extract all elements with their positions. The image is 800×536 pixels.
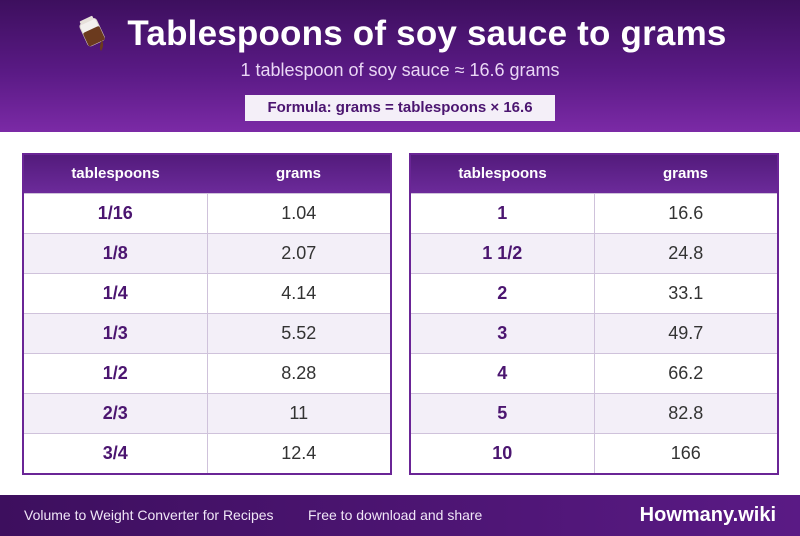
column-header-grams: grams [275, 165, 322, 182]
table-row: 1/3 5.52 [24, 313, 390, 353]
footer-bar: Volume to Weight Converter for Recipes F… [0, 495, 800, 536]
brand-logo-text[interactable]: Howmany.wiki [639, 504, 776, 526]
table-header: tablespoons grams [411, 155, 777, 193]
tablespoons-cell: 2 [411, 274, 595, 313]
tablespoons-cell: 1/2 [24, 354, 208, 393]
grams-cell: 8.28 [281, 363, 317, 383]
grams-cell: 49.7 [668, 323, 704, 343]
table-row: 1 16.6 [411, 193, 777, 233]
table-row: 10 166 [411, 433, 777, 473]
table-row: 1 1/2 24.8 [411, 233, 777, 273]
grams-cell: 82.8 [668, 403, 704, 423]
table-row: 1/2 8.28 [24, 353, 390, 393]
title-row: Tablespoons of soy sauce to grams [0, 12, 800, 56]
grams-cell: 33.1 [668, 283, 704, 303]
column-header-tablespoons: tablespoons [458, 165, 547, 182]
column-header-grams: grams [662, 165, 709, 182]
table-row: 1/8 2.07 [24, 233, 390, 273]
table-row: 2/3 11 [24, 393, 390, 433]
column-header-tablespoons: tablespoons [71, 165, 160, 182]
page-title: Tablespoons of soy sauce to grams [127, 14, 727, 53]
grams-cell: 12.4 [281, 443, 317, 463]
grams-cell: 2.07 [281, 243, 317, 263]
tablespoons-cell: 5 [411, 394, 595, 433]
conversion-table-right: tablespoons grams 1 16.6 1 1/2 24.8 2 33… [409, 153, 779, 475]
soy-sauce-bottle-icon [79, 15, 106, 51]
table-row: 1/4 4.14 [24, 273, 390, 313]
tablespoons-cell: 3 [411, 314, 595, 353]
grams-cell: 16.6 [668, 203, 704, 223]
tablespoons-cell: 1/16 [24, 194, 208, 233]
grams-cell: 4.14 [281, 283, 317, 303]
grams-cell: 24.8 [668, 243, 704, 263]
header-banner: Tablespoons of soy sauce to grams 1 tabl… [0, 0, 800, 132]
tablespoons-cell: 3/4 [24, 434, 208, 473]
tablespoons-cell: 1/8 [24, 234, 208, 273]
conversion-table-left: tablespoons grams 1/16 1.04 1/8 2.07 1/4… [22, 153, 392, 475]
grams-cell: 5.52 [281, 323, 317, 343]
grams-cell: 66.2 [668, 363, 704, 383]
grams-cell: 166 [670, 443, 701, 463]
table-row: 5 82.8 [411, 393, 777, 433]
tablespoons-cell: 2/3 [24, 394, 208, 433]
table-row: 1/16 1.04 [24, 193, 390, 233]
footer-tagline: Volume to Weight Converter for Recipes [24, 507, 274, 523]
tablespoons-cell: 1 [411, 194, 595, 233]
tablespoons-cell: 4 [411, 354, 595, 393]
grams-cell: 11 [289, 403, 309, 423]
table-row: 3/4 12.4 [24, 433, 390, 473]
footer-note: Free to download and share [308, 507, 483, 523]
tablespoons-cell: 10 [411, 434, 595, 473]
formula-badge: Formula: grams = tablespoons × 16.6 [245, 95, 555, 121]
table-header: tablespoons grams [24, 155, 390, 193]
table-row: 2 33.1 [411, 273, 777, 313]
tablespoons-cell: 1/4 [24, 274, 208, 313]
tablespoons-cell: 1 1/2 [411, 234, 595, 273]
tablespoons-cell: 1/3 [24, 314, 208, 353]
grams-cell: 1.04 [281, 203, 317, 223]
table-row: 4 66.2 [411, 353, 777, 393]
table-row: 3 49.7 [411, 313, 777, 353]
page-subtitle: 1 tablespoon of soy sauce ≈ 16.6 grams [240, 60, 560, 80]
